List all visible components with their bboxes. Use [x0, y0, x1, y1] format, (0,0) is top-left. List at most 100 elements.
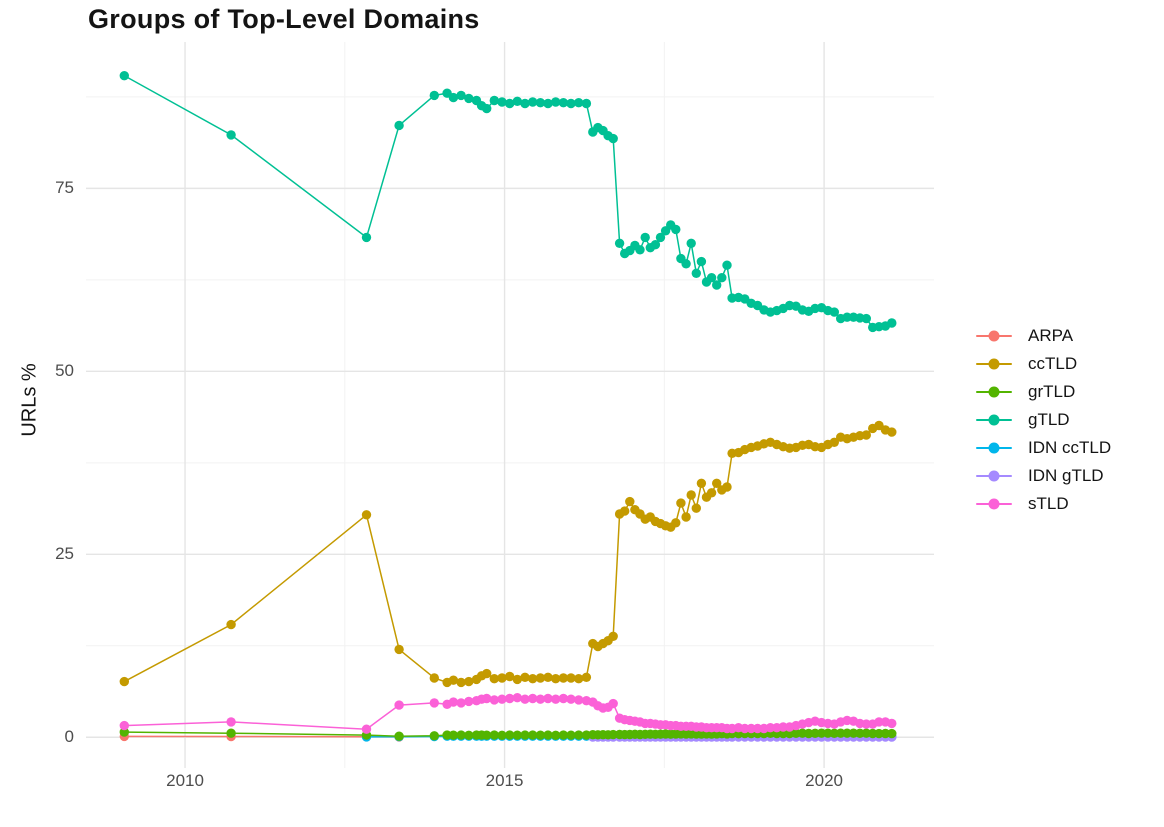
x-tick-label: 2010	[166, 771, 204, 790]
data-point	[655, 232, 666, 243]
data-point	[482, 693, 492, 704]
data-point	[574, 98, 584, 108]
legend-dot	[988, 386, 1000, 398]
data-point	[829, 437, 839, 447]
series-gtld	[119, 71, 897, 333]
data-point	[497, 673, 507, 683]
data-point	[226, 130, 236, 140]
data-point	[535, 98, 546, 108]
legend-item-gtld: gTLD	[976, 406, 1111, 434]
data-point	[671, 224, 681, 235]
legend-item-idn-gtld: IDN gTLD	[976, 462, 1111, 490]
data-point	[448, 675, 459, 685]
data-point	[887, 318, 897, 328]
data-point	[566, 673, 576, 683]
data-point	[226, 717, 236, 727]
y-tick-label: 50	[55, 361, 74, 381]
data-point	[686, 238, 696, 248]
data-point	[464, 676, 474, 687]
x-tick-label: 2015	[485, 771, 524, 790]
data-point	[489, 730, 499, 740]
data-point	[686, 490, 696, 500]
legend-dot	[988, 358, 1000, 370]
data-point	[608, 698, 618, 709]
series-grtld	[119, 727, 897, 741]
data-point	[464, 93, 474, 104]
legend-key-icon	[976, 413, 1012, 427]
data-point	[429, 698, 439, 708]
data-point	[394, 700, 404, 710]
data-point	[581, 672, 592, 682]
series-line	[124, 735, 400, 738]
legend-label: gTLD	[1028, 410, 1070, 429]
data-point	[394, 731, 404, 741]
legend-item-idn-cctld: IDN ccTLD	[976, 434, 1111, 462]
legend: ARPA ccTLD grTLD gTLD IDN ccTLD IDN gTLD sTLD	[976, 322, 1111, 518]
data-point	[505, 671, 515, 682]
data-point	[829, 307, 839, 317]
data-point	[551, 730, 561, 740]
data-point	[887, 728, 897, 739]
data-point	[512, 96, 522, 107]
data-point	[712, 478, 722, 488]
legend-dot	[988, 414, 1000, 426]
legend-dot	[988, 470, 1000, 482]
legend-item-stld: sTLD	[976, 490, 1111, 518]
data-point	[394, 644, 404, 655]
legend-item-grtld: grTLD	[976, 378, 1111, 406]
data-point	[361, 510, 372, 520]
legend-label: IDN ccTLD	[1028, 438, 1112, 457]
data-point	[535, 673, 546, 683]
data-point	[528, 674, 538, 684]
data-point	[722, 482, 732, 492]
data-point	[535, 730, 546, 740]
data-point	[574, 695, 584, 705]
data-point	[558, 730, 569, 740]
data-point	[543, 98, 553, 109]
data-point	[551, 674, 561, 684]
data-point	[505, 693, 515, 704]
data-point	[551, 97, 561, 107]
data-point	[429, 90, 439, 101]
data-point	[706, 273, 717, 283]
data-point	[681, 259, 691, 269]
data-point	[497, 694, 507, 704]
data-point	[581, 98, 592, 109]
data-point	[535, 694, 546, 704]
data-point	[512, 693, 522, 703]
data-point	[429, 673, 439, 683]
data-point	[482, 668, 492, 679]
data-point	[566, 694, 576, 704]
legend-key-icon	[976, 469, 1012, 483]
data-point	[717, 273, 727, 283]
data-point	[119, 676, 129, 687]
data-point	[635, 245, 645, 255]
chart-title: Groups of Top-Level Domains	[88, 4, 480, 34]
data-point	[887, 427, 897, 437]
data-point	[448, 697, 459, 707]
legend-dot	[988, 442, 1000, 454]
data-point	[456, 90, 466, 101]
data-point	[671, 518, 681, 528]
data-point	[512, 730, 522, 740]
data-point	[558, 98, 569, 108]
data-point	[566, 730, 576, 740]
data-point	[551, 694, 561, 704]
legend-key-icon	[976, 329, 1012, 343]
legend-label: ccTLD	[1028, 354, 1078, 373]
legend-label: ARPA	[1028, 326, 1074, 345]
data-point	[528, 693, 538, 704]
data-point	[448, 92, 459, 103]
legend-key-icon	[976, 441, 1012, 455]
data-point	[528, 730, 538, 740]
data-point	[520, 730, 530, 740]
data-point	[119, 71, 129, 81]
data-point	[543, 672, 553, 682]
data-point	[696, 478, 707, 488]
data-point	[361, 724, 372, 734]
data-point	[497, 730, 507, 740]
data-point	[464, 696, 474, 707]
legend-dot	[988, 498, 1000, 510]
legend-label: grTLD	[1028, 382, 1076, 401]
